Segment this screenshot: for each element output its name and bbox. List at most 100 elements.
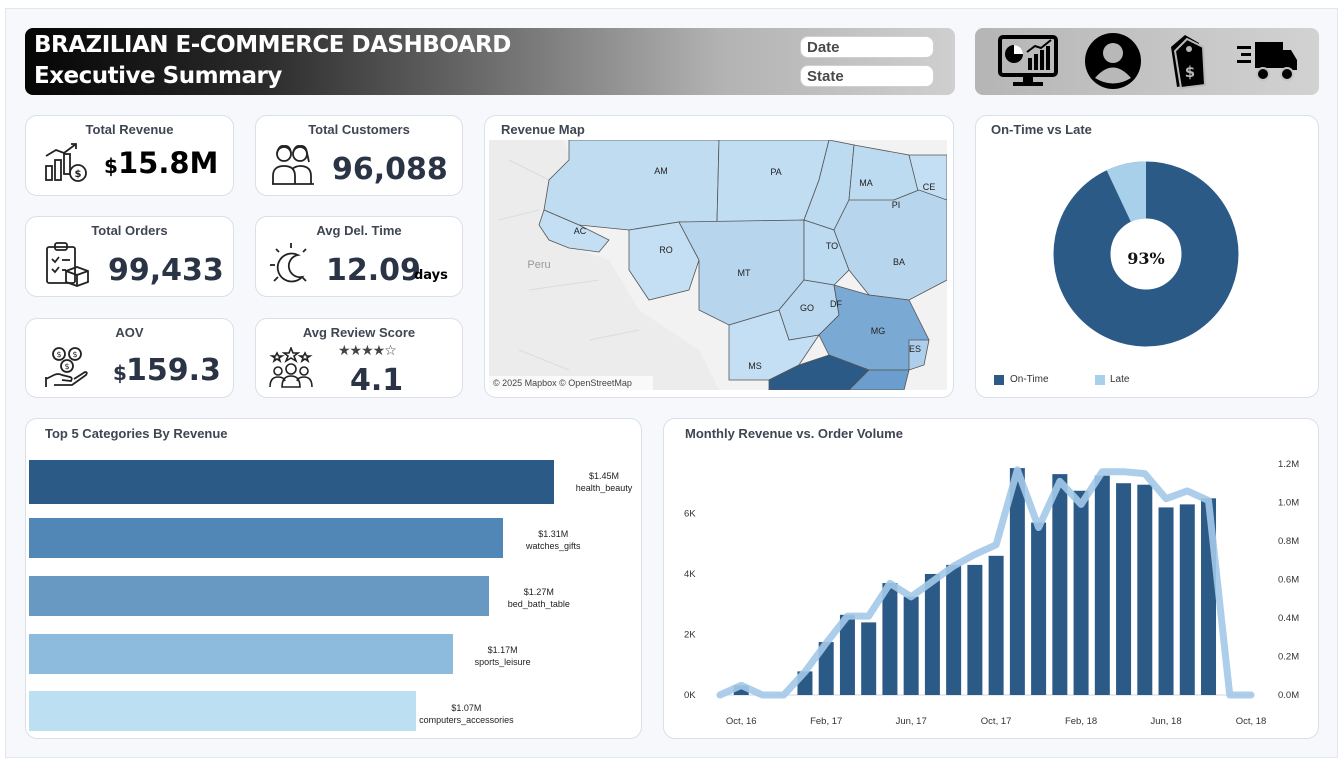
monthly-order-bar[interactable] xyxy=(988,555,1004,695)
kpi-label: Avg Del. Time xyxy=(316,223,402,238)
donut-center-label: 93% xyxy=(1127,249,1164,268)
monthly-order-bar[interactable] xyxy=(839,614,855,695)
category-bar-label: $1.31M watches_gifts xyxy=(493,528,613,552)
monthly-order-bar[interactable] xyxy=(1179,504,1195,695)
date-filter[interactable]: Date xyxy=(800,36,934,58)
monthly-order-bar[interactable] xyxy=(903,596,919,695)
category-value-label: $1.27M xyxy=(523,587,554,597)
y-left-tick-label: 6K xyxy=(684,508,696,519)
revenue-map[interactable]: AM PA MA CE PI AC RO TO BA MT GO DF MG E… xyxy=(489,140,947,390)
category-name-label: health_beauty xyxy=(575,483,633,493)
monthly-order-bar[interactable] xyxy=(1009,468,1025,695)
category-value-label: $1.17M xyxy=(487,645,518,655)
nav-icon-bar: $ xyxy=(975,28,1319,95)
state-ac[interactable] xyxy=(538,209,610,253)
kpi-value: 99,433 xyxy=(108,253,224,288)
revenue-map-card: Revenue Map AM PA MA CE P xyxy=(484,115,954,398)
map-label-am: AM xyxy=(654,166,668,176)
monthly-order-bar[interactable] xyxy=(967,564,983,695)
monthly-order-bar[interactable] xyxy=(1116,483,1132,695)
monthly-order-bar[interactable] xyxy=(1073,490,1089,695)
monthly-order-bar[interactable] xyxy=(882,583,898,695)
monthly-order-bar[interactable] xyxy=(1052,474,1068,695)
x-tick-label: Jun, 18 xyxy=(1150,716,1181,727)
state-filter[interactable]: State xyxy=(800,65,934,87)
kpi-aov: AOV $ $ $ $ 159.3 xyxy=(25,318,234,398)
map-label-ce: CE xyxy=(923,182,936,192)
monthly-order-bar[interactable] xyxy=(946,564,962,695)
night-time-icon xyxy=(270,243,307,283)
state-ba[interactable] xyxy=(833,189,947,301)
map-label-ms: MS xyxy=(748,361,762,371)
kpi-value: 159.3 xyxy=(126,353,221,388)
x-tick-label: Jun, 17 xyxy=(896,716,927,727)
currency-symbol: $ xyxy=(104,154,118,178)
map-label-pi: PI xyxy=(892,200,901,210)
category-bar-label: $1.27M bed_bath_table xyxy=(479,586,599,610)
map-attribution: © 2025 Mapbox © OpenStreetMap xyxy=(493,378,632,388)
category-bar[interactable] xyxy=(29,576,489,616)
x-tick-label: Feb, 18 xyxy=(1065,716,1097,727)
category-bar[interactable] xyxy=(29,460,554,504)
state-ce[interactable] xyxy=(908,154,947,201)
state-ms[interactable] xyxy=(728,309,820,381)
customers-icon xyxy=(272,144,314,185)
price-tag-icon[interactable]: $ xyxy=(1165,33,1211,89)
dashboard-subtitle: Executive Summary xyxy=(34,63,282,89)
donut-slice-ontime[interactable] xyxy=(1053,161,1239,347)
kpi-label: Total Customers xyxy=(308,122,410,137)
review-people-icon xyxy=(269,347,313,388)
category-bar-label: $1.17M sports_leisure xyxy=(443,644,563,668)
map-label-ma: MA xyxy=(859,178,873,188)
x-tick-label: Oct, 16 xyxy=(726,716,757,727)
monthly-order-bar[interactable] xyxy=(1137,484,1153,695)
category-bar[interactable] xyxy=(29,691,417,731)
y-left-tick-label: 0K xyxy=(684,690,696,701)
kpi-value: 96,088 xyxy=(332,152,448,187)
map-label-ro: RO xyxy=(659,245,673,255)
legend-swatch-ontime xyxy=(994,375,1004,385)
revenue-growth-icon: $ xyxy=(45,143,87,182)
delivery-truck-icon[interactable] xyxy=(1237,40,1299,82)
map-label-mt: MT xyxy=(738,268,751,278)
rating-stars: ★★★★☆ xyxy=(338,343,397,359)
kpi-avg-delivery-time: Avg Del. Time 12.09 days xyxy=(255,216,463,297)
monthly-order-bar[interactable] xyxy=(733,685,749,695)
x-tick-label: Feb, 17 xyxy=(810,716,842,727)
state-to[interactable] xyxy=(803,219,850,286)
top-categories-card: Top 5 Categories By Revenue $1.45M health… xyxy=(25,418,642,739)
monthly-order-bar[interactable] xyxy=(818,642,834,695)
monitor-chart-icon[interactable] xyxy=(997,34,1059,88)
kpi-value: 15.8M xyxy=(118,146,219,180)
category-value-label: $1.07M xyxy=(451,703,482,713)
y-left-tick-label: 2K xyxy=(684,629,696,640)
state-rj[interactable] xyxy=(848,369,910,390)
monthly-order-bar[interactable] xyxy=(924,573,940,695)
monthly-order-bar[interactable] xyxy=(1094,475,1110,695)
monthly-revenue-card: Monthly Revenue vs. Order Volume 0K 2K 4K 6… xyxy=(663,418,1319,739)
monthly-order-bar[interactable] xyxy=(861,622,877,695)
kpi-label: Avg Review Score xyxy=(302,325,416,340)
category-bar[interactable] xyxy=(29,518,504,558)
map-label-es: ES xyxy=(909,344,921,354)
state-am[interactable] xyxy=(543,140,720,231)
kpi-label: Total Orders xyxy=(91,223,168,238)
dashboard-title: BRAZILIAN E-COMMERCE DASHBOARD xyxy=(34,32,511,58)
user-icon[interactable] xyxy=(1083,31,1143,91)
map-title: Revenue Map xyxy=(501,122,585,137)
category-name-label: computers_accessories xyxy=(419,715,514,725)
ontime-donut-chart[interactable]: 93% xyxy=(1046,154,1246,354)
monthly-revenue-line[interactable] xyxy=(716,466,1255,699)
orders-clipboard-icon xyxy=(46,242,89,287)
category-bar[interactable] xyxy=(29,634,453,674)
monthly-chart-title: Monthly Revenue vs. Order Volume xyxy=(685,426,903,441)
state-es[interactable] xyxy=(908,339,930,371)
monthly-order-bar[interactable] xyxy=(1158,507,1174,695)
monthly-combo-chart[interactable]: 0K 2K 4K 6K 0.0M 0.2M 0.4M 0.6M 0.8M 1.0M 1.2M Oct,… xyxy=(664,419,1320,740)
kpi-value: 12.09 xyxy=(326,253,421,288)
map-label-to: TO xyxy=(826,241,838,251)
y-right-tick-label: 0.0M xyxy=(1278,690,1299,701)
monthly-order-bar[interactable] xyxy=(1031,522,1047,695)
kpi-total-customers: Total Customers 96,088 xyxy=(255,115,463,196)
category-name-label: bed_bath_table xyxy=(507,599,570,609)
